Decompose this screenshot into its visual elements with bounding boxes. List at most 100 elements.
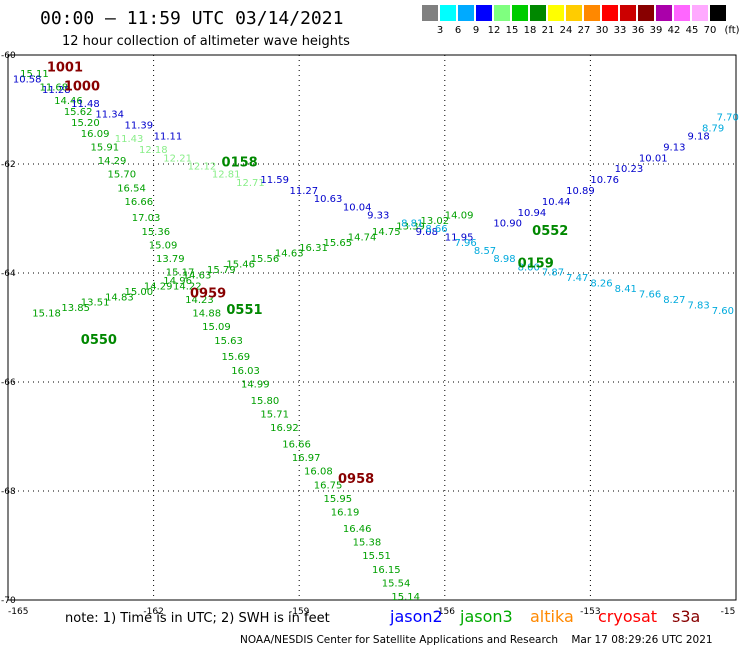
swh-value-label: 10.44 [542,197,571,208]
swh-value-label: 16.31 [299,243,328,254]
credit-line: NOAA/NESDIS Center for Satellite Applica… [240,634,713,646]
time-marker: 1000 [64,79,100,94]
swh-value-label: 12.81 [212,170,241,181]
swh-value-label: 14.63 [183,270,212,281]
legend-label: 42 [667,25,681,36]
legend-label: 6 [454,25,462,36]
swh-value-label: 11.39 [124,121,153,132]
time-marker: 0159 [518,257,554,272]
legend-label: 36 [631,25,645,36]
swh-value-label: 10.94 [518,208,547,219]
swh-value-label: 8.26 [590,279,612,290]
swh-value-label: 15.11 [20,69,49,80]
swh-value-label: 15.38 [353,538,382,549]
swh-value-label: 15.71 [260,409,289,420]
swh-value-label: 7.70 [717,112,739,123]
swh-value-label: 14.22 [173,281,202,292]
legend-label: 9 [472,25,480,36]
lon-tick-label: -162 [143,607,163,617]
swh-value-label: 14.63 [275,249,304,260]
swh-value-label: 16.92 [270,423,299,434]
time-marker: 0958 [338,472,374,487]
swh-value-label: 16.75 [314,480,343,491]
swh-value-label: 16.15 [372,565,401,576]
swh-value-label: 8.66 [425,224,447,235]
swh-value-label: 11.95 [445,232,474,243]
swh-value-label: 11.34 [95,110,124,121]
satellite-s3a: s3a [672,607,701,626]
swh-value-label: 14.75 [372,227,401,238]
swh-value-label: 15.62 [64,107,93,118]
page-title: 00:00 – 11:59 UTC 03/14/2021 [40,8,344,29]
time-marker: 0550 [81,333,117,348]
swh-value-label: 16.54 [117,183,146,194]
lat-tick-label: -64 [1,269,16,279]
swh-value-label: 14.88 [192,309,221,320]
swh-value-label: 16.09 [81,129,110,140]
legend-label: 21 [541,25,555,36]
legend-swatch [602,5,618,21]
lat-tick-label: -70 [1,596,16,606]
swh-value-label: 11.27 [289,186,318,197]
swh-value-label: 12.71 [236,178,265,189]
legend-swatch [494,5,510,21]
swh-value-label: 15.95 [323,494,352,505]
swh-value-label: 15.63 [214,336,243,347]
swh-value-label: 8.98 [493,254,515,265]
lat-tick-label: -66 [1,378,16,388]
lon-tick-label: -156 [435,607,456,617]
legend-swatch [458,5,474,21]
legend-swatch [548,5,564,21]
legend-label: 39 [649,25,663,36]
swh-value-label: 16.66 [124,197,153,208]
swh-value-label: 7.87 [542,268,564,279]
swh-value-label: 17.03 [132,213,161,224]
swh-value-label: 7.83 [687,300,709,311]
swh-value-label: 11.11 [154,131,183,142]
legend-label: 3 [436,25,444,36]
swh-value-label: 15.18 [32,309,61,320]
legend-swatch [440,5,456,21]
swh-value-label: 8.41 [615,284,637,295]
swh-value-label: 7.96 [455,238,477,249]
legend-swatch [692,5,708,21]
swh-value-label: 13.85 [61,303,90,314]
legend-swatch [566,5,582,21]
swh-value-label: 11.48 [71,99,100,110]
swh-value-label: 16.46 [343,524,372,535]
swh-value-label: 9.13 [663,142,685,153]
swh-value-label: 14.83 [105,292,134,303]
swh-value-label: 16.66 [282,439,311,450]
swh-value-label: 10.63 [314,194,343,205]
swh-value-label: 8.81 [401,219,423,230]
legend-swatch [638,5,654,21]
footer-note: note: 1) Time is in UTC; 2) SWH is in fe… [65,611,330,626]
swh-value-label: 10.90 [493,219,522,230]
swh-value-label: 11.28 [42,85,71,96]
legend-swatch [710,5,726,21]
swh-value-label: 14.96 [163,276,192,287]
swh-value-label: 14.29 [144,281,173,292]
legend-swatch [476,5,492,21]
legend-unit: (ft) [724,25,740,36]
legend-label: 15 [505,25,519,36]
satellite-jason3: jason3 [460,607,513,626]
satellite-cryosat: cryosat [598,607,658,626]
swh-value-label: 15.51 [362,551,391,562]
legend-label: 27 [577,25,591,36]
swh-value-label: 15.00 [124,287,153,298]
legend-label: 33 [613,25,627,36]
swh-value-label: 15.91 [91,142,120,153]
time-marker: 0959 [190,287,226,302]
swh-value-label: 10.04 [343,202,372,213]
legend-label: 30 [595,25,609,36]
lat-tick-label: -60 [1,51,16,61]
legend-label: 24 [559,25,573,36]
swh-value-label: 8.79 [702,123,724,134]
swh-value-label: 10.01 [639,153,668,164]
swh-value-label: 8.57 [474,246,496,257]
legend-swatch [422,5,438,21]
swh-value-label: 10.23 [615,164,644,175]
legend-swatch [674,5,690,21]
